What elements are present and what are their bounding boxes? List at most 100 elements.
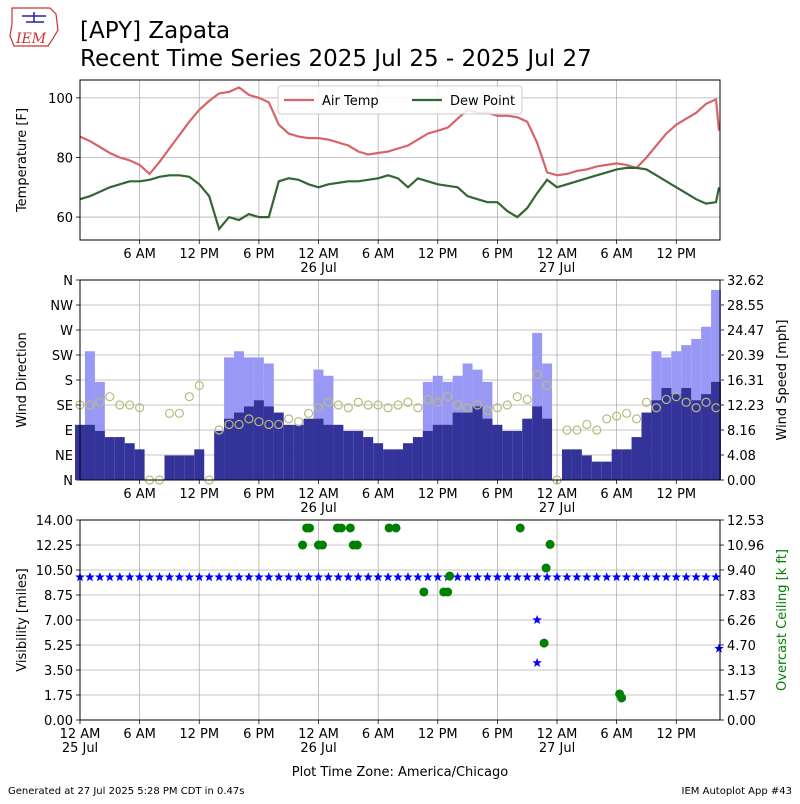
ceiling-point bbox=[384, 523, 394, 533]
y-tick-label: S bbox=[65, 374, 73, 389]
ceiling-point bbox=[391, 523, 401, 533]
ceiling-point bbox=[515, 523, 525, 533]
x-date-label: 27 Jul bbox=[539, 501, 575, 516]
direction-point bbox=[164, 408, 175, 418]
x-tick-label: 12 PM bbox=[179, 727, 219, 742]
visibility-point bbox=[532, 572, 542, 582]
bar bbox=[84, 351, 95, 480]
y2-tick-label: 12.53 bbox=[727, 514, 764, 529]
direction-point bbox=[542, 380, 552, 391]
visibility-point bbox=[105, 572, 115, 582]
bar bbox=[601, 461, 612, 480]
direction-point bbox=[621, 408, 632, 418]
direction-point bbox=[294, 417, 304, 427]
bar bbox=[214, 430, 225, 480]
y-tick-label: 10.50 bbox=[36, 564, 73, 579]
visibility-point bbox=[403, 572, 413, 582]
bar bbox=[164, 455, 175, 480]
bar bbox=[323, 424, 334, 480]
bar bbox=[462, 412, 473, 480]
y2-tick-label: 20.39 bbox=[727, 349, 764, 364]
direction-point bbox=[383, 403, 393, 413]
bar bbox=[631, 437, 642, 480]
y2-tick-label: 4.08 bbox=[727, 449, 756, 464]
y2-tick-label: 16.31 bbox=[727, 374, 764, 389]
direction-point bbox=[274, 419, 284, 430]
x-date-label: 25 Jul bbox=[62, 741, 98, 756]
direction-point bbox=[433, 397, 443, 407]
visibility-point bbox=[592, 572, 602, 582]
y2-tick-label: 7.83 bbox=[727, 589, 756, 604]
bar bbox=[681, 388, 692, 480]
plot-frame bbox=[79, 279, 721, 481]
bar bbox=[393, 449, 403, 480]
y-tick-label: E bbox=[65, 424, 73, 439]
direction-point bbox=[403, 397, 413, 407]
direction-point bbox=[333, 400, 343, 410]
subtitle: Recent Time Series 2025 Jul 25 - 2025 Ju… bbox=[80, 46, 592, 72]
y-tick-label: NW bbox=[50, 299, 73, 314]
y2-tick-label: 0.00 bbox=[727, 714, 756, 729]
svg-text:IEM: IEM bbox=[15, 31, 47, 47]
direction-point bbox=[502, 400, 512, 410]
y-tick-label: N bbox=[63, 474, 73, 489]
ceiling-point bbox=[443, 587, 453, 597]
direction-point bbox=[482, 405, 493, 416]
direction-point bbox=[135, 403, 145, 413]
y-axis-label: Temperature [F] bbox=[15, 108, 30, 213]
x-tick-label: 12 PM bbox=[418, 247, 458, 262]
visibility-point bbox=[433, 572, 443, 582]
y2-tick-label: 28.55 bbox=[727, 299, 764, 314]
bar bbox=[512, 430, 523, 480]
visibility-point bbox=[423, 572, 433, 582]
visibility-point bbox=[611, 572, 622, 582]
y2-tick-label: 32.62 bbox=[727, 274, 764, 289]
x-tick-label: 12 AM bbox=[537, 487, 578, 502]
bar bbox=[184, 455, 195, 480]
visibility-point bbox=[641, 572, 652, 582]
visibility-point bbox=[85, 572, 95, 582]
bar bbox=[234, 412, 244, 480]
direction-point bbox=[393, 400, 403, 410]
legend-label: Dew Point bbox=[450, 94, 515, 109]
bar bbox=[313, 418, 324, 480]
visibility-point bbox=[274, 572, 284, 582]
x-tick-label: 12 AM bbox=[298, 727, 339, 742]
bar bbox=[561, 449, 572, 480]
direction-point bbox=[323, 397, 334, 407]
direction-point bbox=[472, 400, 483, 410]
direction-point bbox=[512, 392, 522, 402]
direction-point bbox=[115, 400, 125, 410]
x-tick-label: 12 PM bbox=[179, 487, 219, 502]
visibility-point bbox=[562, 572, 572, 582]
direction-point bbox=[671, 392, 681, 402]
bar bbox=[363, 437, 374, 480]
bar bbox=[94, 430, 105, 480]
visibility-point bbox=[254, 572, 264, 582]
visibility-point bbox=[552, 572, 562, 582]
x-tick-label: 6 AM bbox=[362, 247, 395, 262]
x-tick-label: 12 AM bbox=[60, 727, 101, 742]
bar bbox=[432, 424, 443, 480]
direction-point bbox=[95, 397, 105, 407]
bar bbox=[343, 430, 354, 480]
x-tick-label: 12 PM bbox=[418, 487, 458, 502]
x-tick-label: 6 AM bbox=[123, 247, 156, 262]
direction-point bbox=[303, 408, 314, 418]
visibility-point bbox=[343, 572, 354, 582]
bar bbox=[373, 443, 384, 480]
visibility-point bbox=[681, 572, 691, 582]
visibility-point bbox=[532, 615, 542, 624]
visibility-point bbox=[313, 572, 324, 582]
bar bbox=[253, 400, 264, 480]
ceiling-point bbox=[545, 539, 555, 549]
direction-point bbox=[562, 425, 572, 435]
x-tick-label: 12 PM bbox=[656, 487, 696, 502]
direction-point bbox=[691, 403, 701, 413]
plot-frame bbox=[79, 79, 721, 241]
y-tick-label: 0.00 bbox=[44, 714, 73, 729]
visibility-point bbox=[602, 572, 612, 582]
y2-tick-label: 8.16 bbox=[727, 424, 756, 439]
direction-point bbox=[224, 419, 234, 430]
y-axis-label: Wind Direction bbox=[15, 332, 30, 428]
